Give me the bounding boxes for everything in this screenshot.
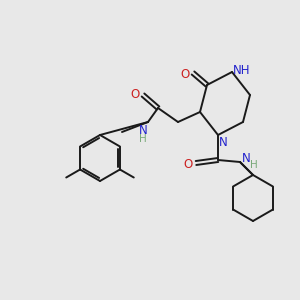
Text: NH: NH [233,64,251,76]
Text: N: N [242,152,250,164]
Text: N: N [219,136,227,149]
Text: O: O [183,158,193,170]
Text: H: H [250,160,258,170]
Text: H: H [139,134,147,144]
Text: N: N [139,124,147,136]
Text: O: O [130,88,140,101]
Text: O: O [180,68,190,82]
